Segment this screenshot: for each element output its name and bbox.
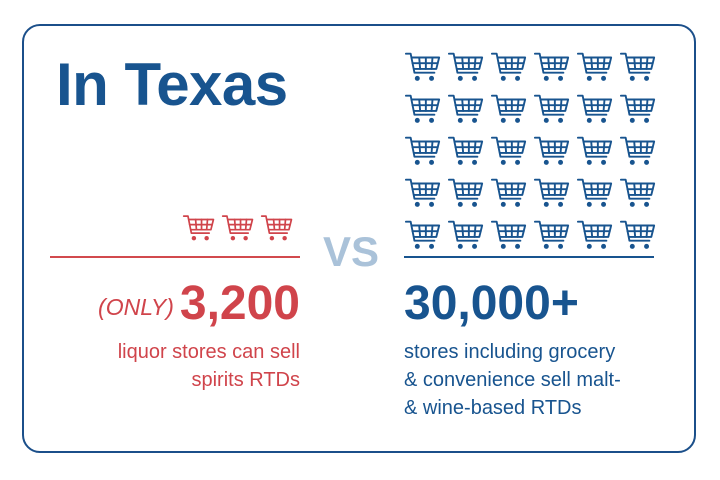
shopping-cart-icon — [404, 174, 442, 212]
shopping-cart-icon — [260, 210, 294, 246]
left-desc-line: liquor stores can sell — [117, 341, 300, 363]
shopping-cart-icon — [490, 90, 528, 128]
other-store-count: 30,000+ — [404, 277, 579, 330]
right-desc-line: & wine-based RTDs — [404, 397, 582, 419]
vs-label: VS — [323, 228, 380, 275]
right-desc-line: stores including grocery — [404, 341, 616, 363]
shopping-cart-icon — [490, 174, 528, 212]
shopping-cart-icon — [490, 48, 528, 86]
shopping-cart-icon — [619, 48, 657, 86]
shopping-cart-icon — [533, 90, 571, 128]
right-description: stores including grocery & convenience s… — [404, 338, 684, 422]
left-divider — [50, 256, 300, 258]
shopping-cart-icon — [533, 216, 571, 254]
shopping-cart-icon — [576, 48, 614, 86]
red-cart-icons — [182, 210, 294, 246]
right-desc-line: & convenience sell malt- — [404, 369, 621, 391]
liquor-store-count: 3,200 — [179, 277, 300, 330]
shopping-cart-icon — [490, 216, 528, 254]
shopping-cart-icon — [404, 132, 442, 170]
shopping-cart-icon — [447, 174, 485, 212]
shopping-cart-icon — [619, 216, 657, 254]
shopping-cart-icon — [533, 48, 571, 86]
shopping-cart-icon — [404, 216, 442, 254]
shopping-cart-icon — [447, 48, 485, 86]
shopping-cart-icon — [619, 132, 657, 170]
left-desc-line: spirits RTDs — [191, 369, 300, 391]
shopping-cart-icon — [533, 132, 571, 170]
blue-cart-grid — [404, 48, 658, 254]
shopping-cart-icon — [490, 132, 528, 170]
page-title: In Texas — [56, 51, 288, 118]
shopping-cart-icon — [447, 90, 485, 128]
shopping-cart-icon — [447, 132, 485, 170]
shopping-cart-icon — [182, 210, 216, 246]
shopping-cart-icon — [221, 210, 255, 246]
shopping-cart-icon — [447, 216, 485, 254]
shopping-cart-icon — [576, 90, 614, 128]
right-divider — [404, 256, 654, 258]
shopping-cart-icon — [533, 174, 571, 212]
infographic-card — [22, 24, 696, 453]
shopping-cart-icon — [576, 132, 614, 170]
shopping-cart-icon — [576, 174, 614, 212]
shopping-cart-icon — [619, 90, 657, 128]
left-stat: (ONLY) 3,200 — [48, 276, 300, 331]
shopping-cart-icon — [576, 216, 614, 254]
shopping-cart-icon — [619, 174, 657, 212]
left-description: liquor stores can sell spirits RTDs — [48, 338, 300, 394]
shopping-cart-icon — [404, 90, 442, 128]
shopping-cart-icon — [404, 48, 442, 86]
only-qualifier: (ONLY) — [98, 294, 174, 320]
